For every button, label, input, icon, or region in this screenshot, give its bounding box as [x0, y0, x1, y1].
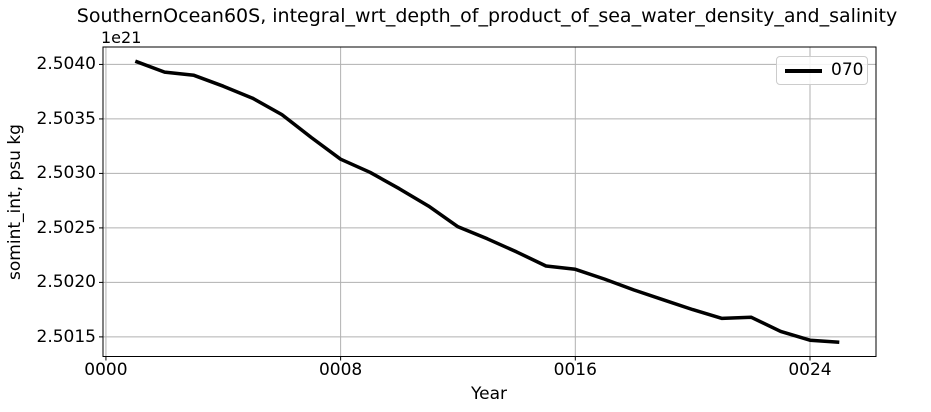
y-tick-label: 2.5020	[36, 272, 96, 293]
legend-line-sample-icon	[785, 68, 822, 73]
y-axis-label: somint_int, psu kg	[5, 124, 25, 280]
series-line-070	[134, 59, 840, 345]
x-tick-label: 0024	[788, 360, 832, 380]
y-tick-label: 2.5015	[36, 326, 96, 347]
y-tick-label: 2.5025	[36, 217, 96, 238]
x-tick-label: 0008	[318, 360, 363, 380]
plot-border	[102, 46, 877, 357]
y-tick-label: 2.5030	[36, 163, 96, 184]
y-axis-offset-text: 1e21	[101, 28, 142, 47]
x-tick-label: 0000	[84, 360, 128, 380]
y-tick-label: 2.5035	[36, 108, 96, 129]
x-axis-label: Year	[471, 384, 507, 404]
legend-label: 070	[831, 60, 864, 80]
legend: 070	[776, 56, 868, 85]
chart-title: SouthernOcean60S, integral_wrt_depth_of_…	[76, 5, 898, 27]
y-tick-label: 2.5040	[36, 54, 96, 75]
x-tick-label: 0016	[553, 360, 597, 380]
